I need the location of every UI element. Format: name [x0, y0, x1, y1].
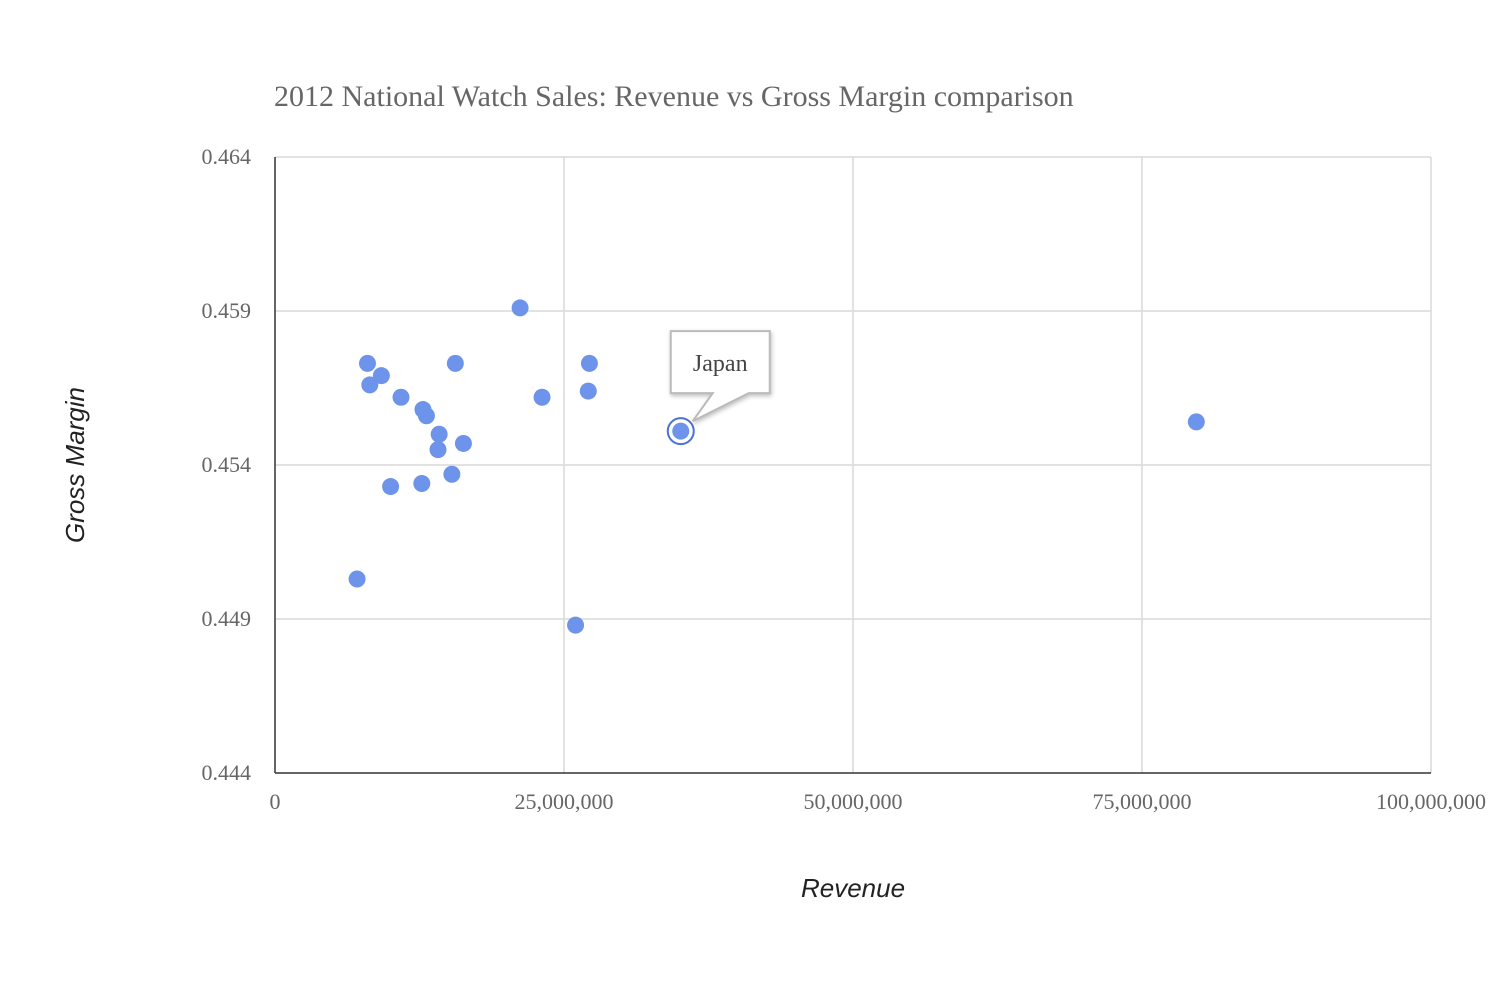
y-tick-label: 0.464: [202, 144, 252, 169]
data-point[interactable]: [413, 474, 431, 492]
data-point-highlighted[interactable]: [672, 422, 690, 440]
data-point[interactable]: [382, 478, 400, 496]
data-point[interactable]: [372, 367, 390, 385]
tooltip-label: Japan: [693, 351, 748, 377]
y-tick-label: 0.444: [202, 760, 252, 785]
data-point[interactable]: [358, 354, 376, 372]
data-point[interactable]: [430, 425, 448, 443]
y-tick-label: 0.454: [202, 452, 252, 477]
data-point[interactable]: [454, 434, 472, 452]
y-tick-label: 0.459: [202, 298, 252, 323]
axis-layer: [274, 157, 1431, 774]
tooltip-layer: Japan: [669, 330, 771, 423]
grid-layer: [275, 156, 1432, 773]
data-point[interactable]: [1187, 413, 1205, 431]
data-point[interactable]: [533, 388, 551, 406]
chart-title: 2012 National Watch Sales: Revenue vs Gr…: [274, 80, 1074, 113]
tooltip-callout: [669, 330, 771, 423]
data-point[interactable]: [511, 299, 529, 317]
x-tick-label: 0: [270, 789, 281, 814]
data-point[interactable]: [579, 382, 597, 400]
data-point[interactable]: [348, 570, 366, 588]
x-tick-label: 100,000,000: [1376, 789, 1486, 814]
x-axis-label: Revenue: [801, 873, 905, 903]
data-point[interactable]: [417, 407, 435, 425]
data-point[interactable]: [429, 441, 447, 459]
y-axis-label: Gross Margin: [60, 387, 90, 543]
data-point[interactable]: [567, 616, 585, 634]
tick-labels: 0 25,000,000 50,000,000 75,000,000 100,000,0…: [202, 144, 1487, 814]
x-tick-label: 25,000,000: [515, 789, 614, 814]
data-point[interactable]: [580, 354, 598, 372]
data-point[interactable]: [446, 354, 464, 372]
y-tick-label: 0.449: [202, 606, 252, 631]
data-point[interactable]: [361, 376, 379, 394]
x-tick-label: 75,000,000: [1093, 789, 1192, 814]
data-point[interactable]: [392, 388, 410, 406]
x-tick-label: 50,000,000: [804, 789, 903, 814]
data-points: [348, 299, 1205, 634]
data-point[interactable]: [443, 465, 461, 483]
